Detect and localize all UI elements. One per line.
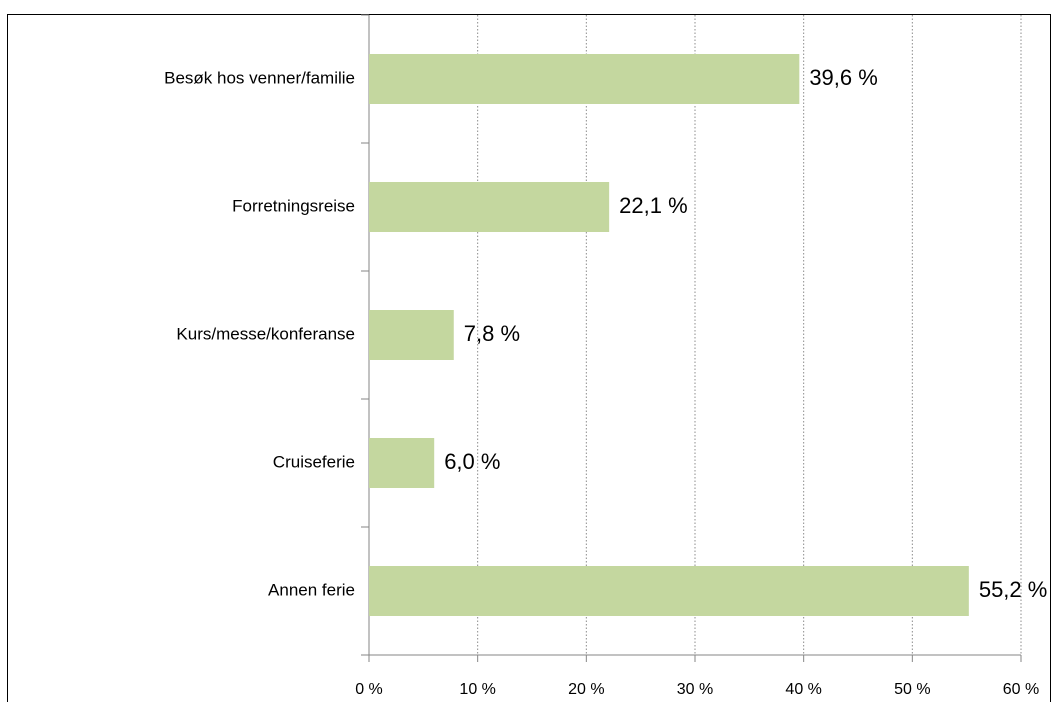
- data-label: 6,0 %: [444, 449, 500, 474]
- x-tick-label: 60 %: [1003, 681, 1039, 698]
- x-tick-label: 10 %: [459, 681, 495, 698]
- bar: [369, 54, 800, 104]
- bar: [369, 566, 969, 616]
- x-tick-label: 0 %: [355, 681, 383, 698]
- data-label: 22,1 %: [619, 193, 688, 218]
- y-tick-label: Annen ferie: [268, 580, 355, 599]
- bar: [369, 438, 435, 488]
- y-tick-label: Besøk hos venner/familie: [164, 68, 355, 87]
- data-label: 7,8 %: [464, 321, 520, 346]
- x-tick-label: 30 %: [677, 681, 713, 698]
- bar: [369, 310, 454, 360]
- x-tick-label: 50 %: [894, 681, 930, 698]
- x-tick-label: 20 %: [568, 681, 604, 698]
- data-label: 55,2 %: [979, 577, 1048, 602]
- bar: [369, 182, 610, 232]
- y-tick-label: Cruiseferie: [273, 452, 355, 471]
- x-tick-label: 40 %: [785, 681, 821, 698]
- y-tick-label: Kurs/messe/konferanse: [176, 324, 355, 343]
- y-tick-label: Forretningsreise: [232, 196, 355, 215]
- data-label: 39,6 %: [809, 65, 878, 90]
